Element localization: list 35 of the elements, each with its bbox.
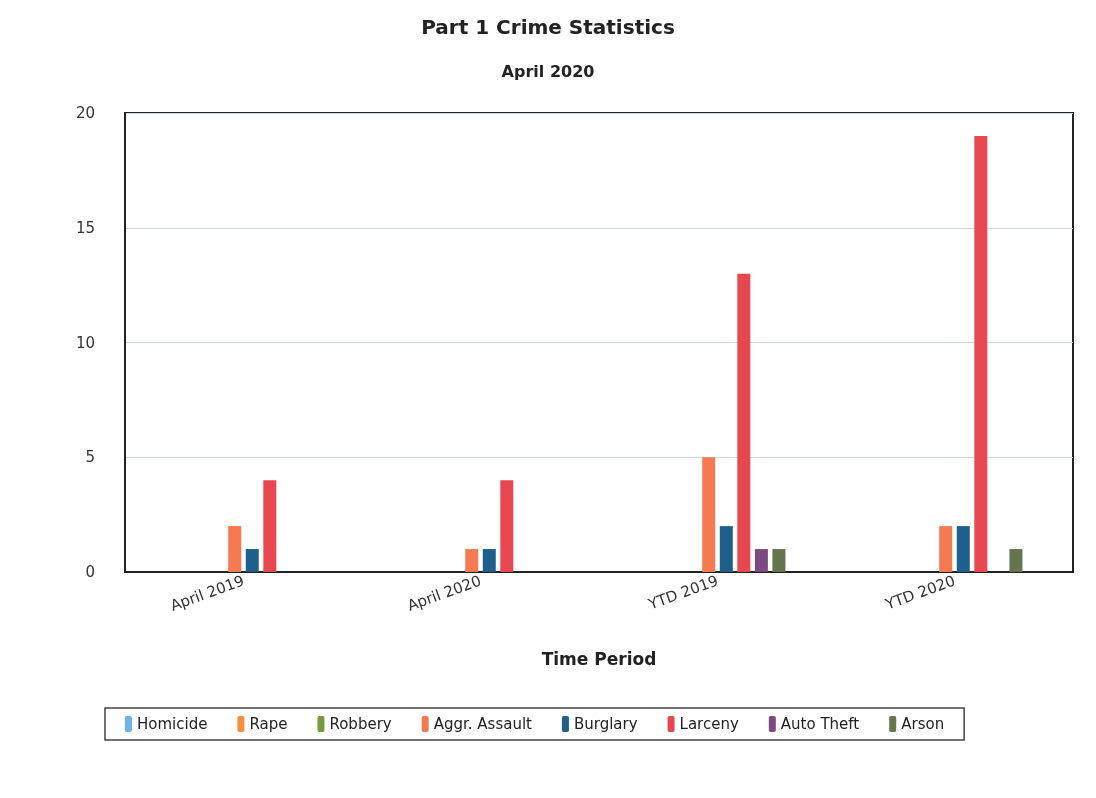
y-tick-label: 20 (75, 104, 95, 122)
bar (245, 549, 259, 572)
chart-title: Part 1 Crime Statistics (421, 15, 675, 39)
y-tick-label: 5 (85, 448, 95, 467)
y-tick-label: 0 (85, 563, 95, 581)
x-tick-label: YTD 2019 (645, 571, 721, 614)
bar (772, 549, 786, 572)
bar (719, 526, 733, 572)
x-tick-label: April 2019 (167, 571, 247, 615)
bar (702, 457, 716, 572)
bar (1009, 549, 1023, 572)
legend-label: Homicide (137, 715, 208, 733)
bar (974, 135, 988, 572)
bar (500, 480, 514, 572)
x-tick-label: YTD 2020 (882, 571, 958, 614)
legend-label: Robbery (329, 715, 392, 733)
bar (465, 549, 479, 572)
legend-label: Arson (901, 715, 945, 733)
legend-label: Larceny (679, 715, 739, 733)
legend-label: Rape (249, 715, 288, 733)
bar (737, 273, 751, 572)
bar (939, 526, 953, 572)
chart-subtitle: April 2020 (501, 61, 595, 81)
x-axis-title: Time Period (541, 648, 657, 669)
bar (754, 549, 768, 572)
bar (482, 549, 496, 572)
y-tick-label: 10 (75, 333, 95, 352)
y-tick-label: 15 (75, 218, 95, 237)
legend-label: Aggr. Assault (433, 715, 533, 733)
bar (263, 480, 277, 572)
bar (956, 526, 970, 572)
legend-label: Burglary (573, 715, 638, 733)
x-tick-label: April 2020 (404, 571, 484, 615)
legend-label: Auto Theft (780, 715, 860, 733)
bar (228, 526, 242, 572)
